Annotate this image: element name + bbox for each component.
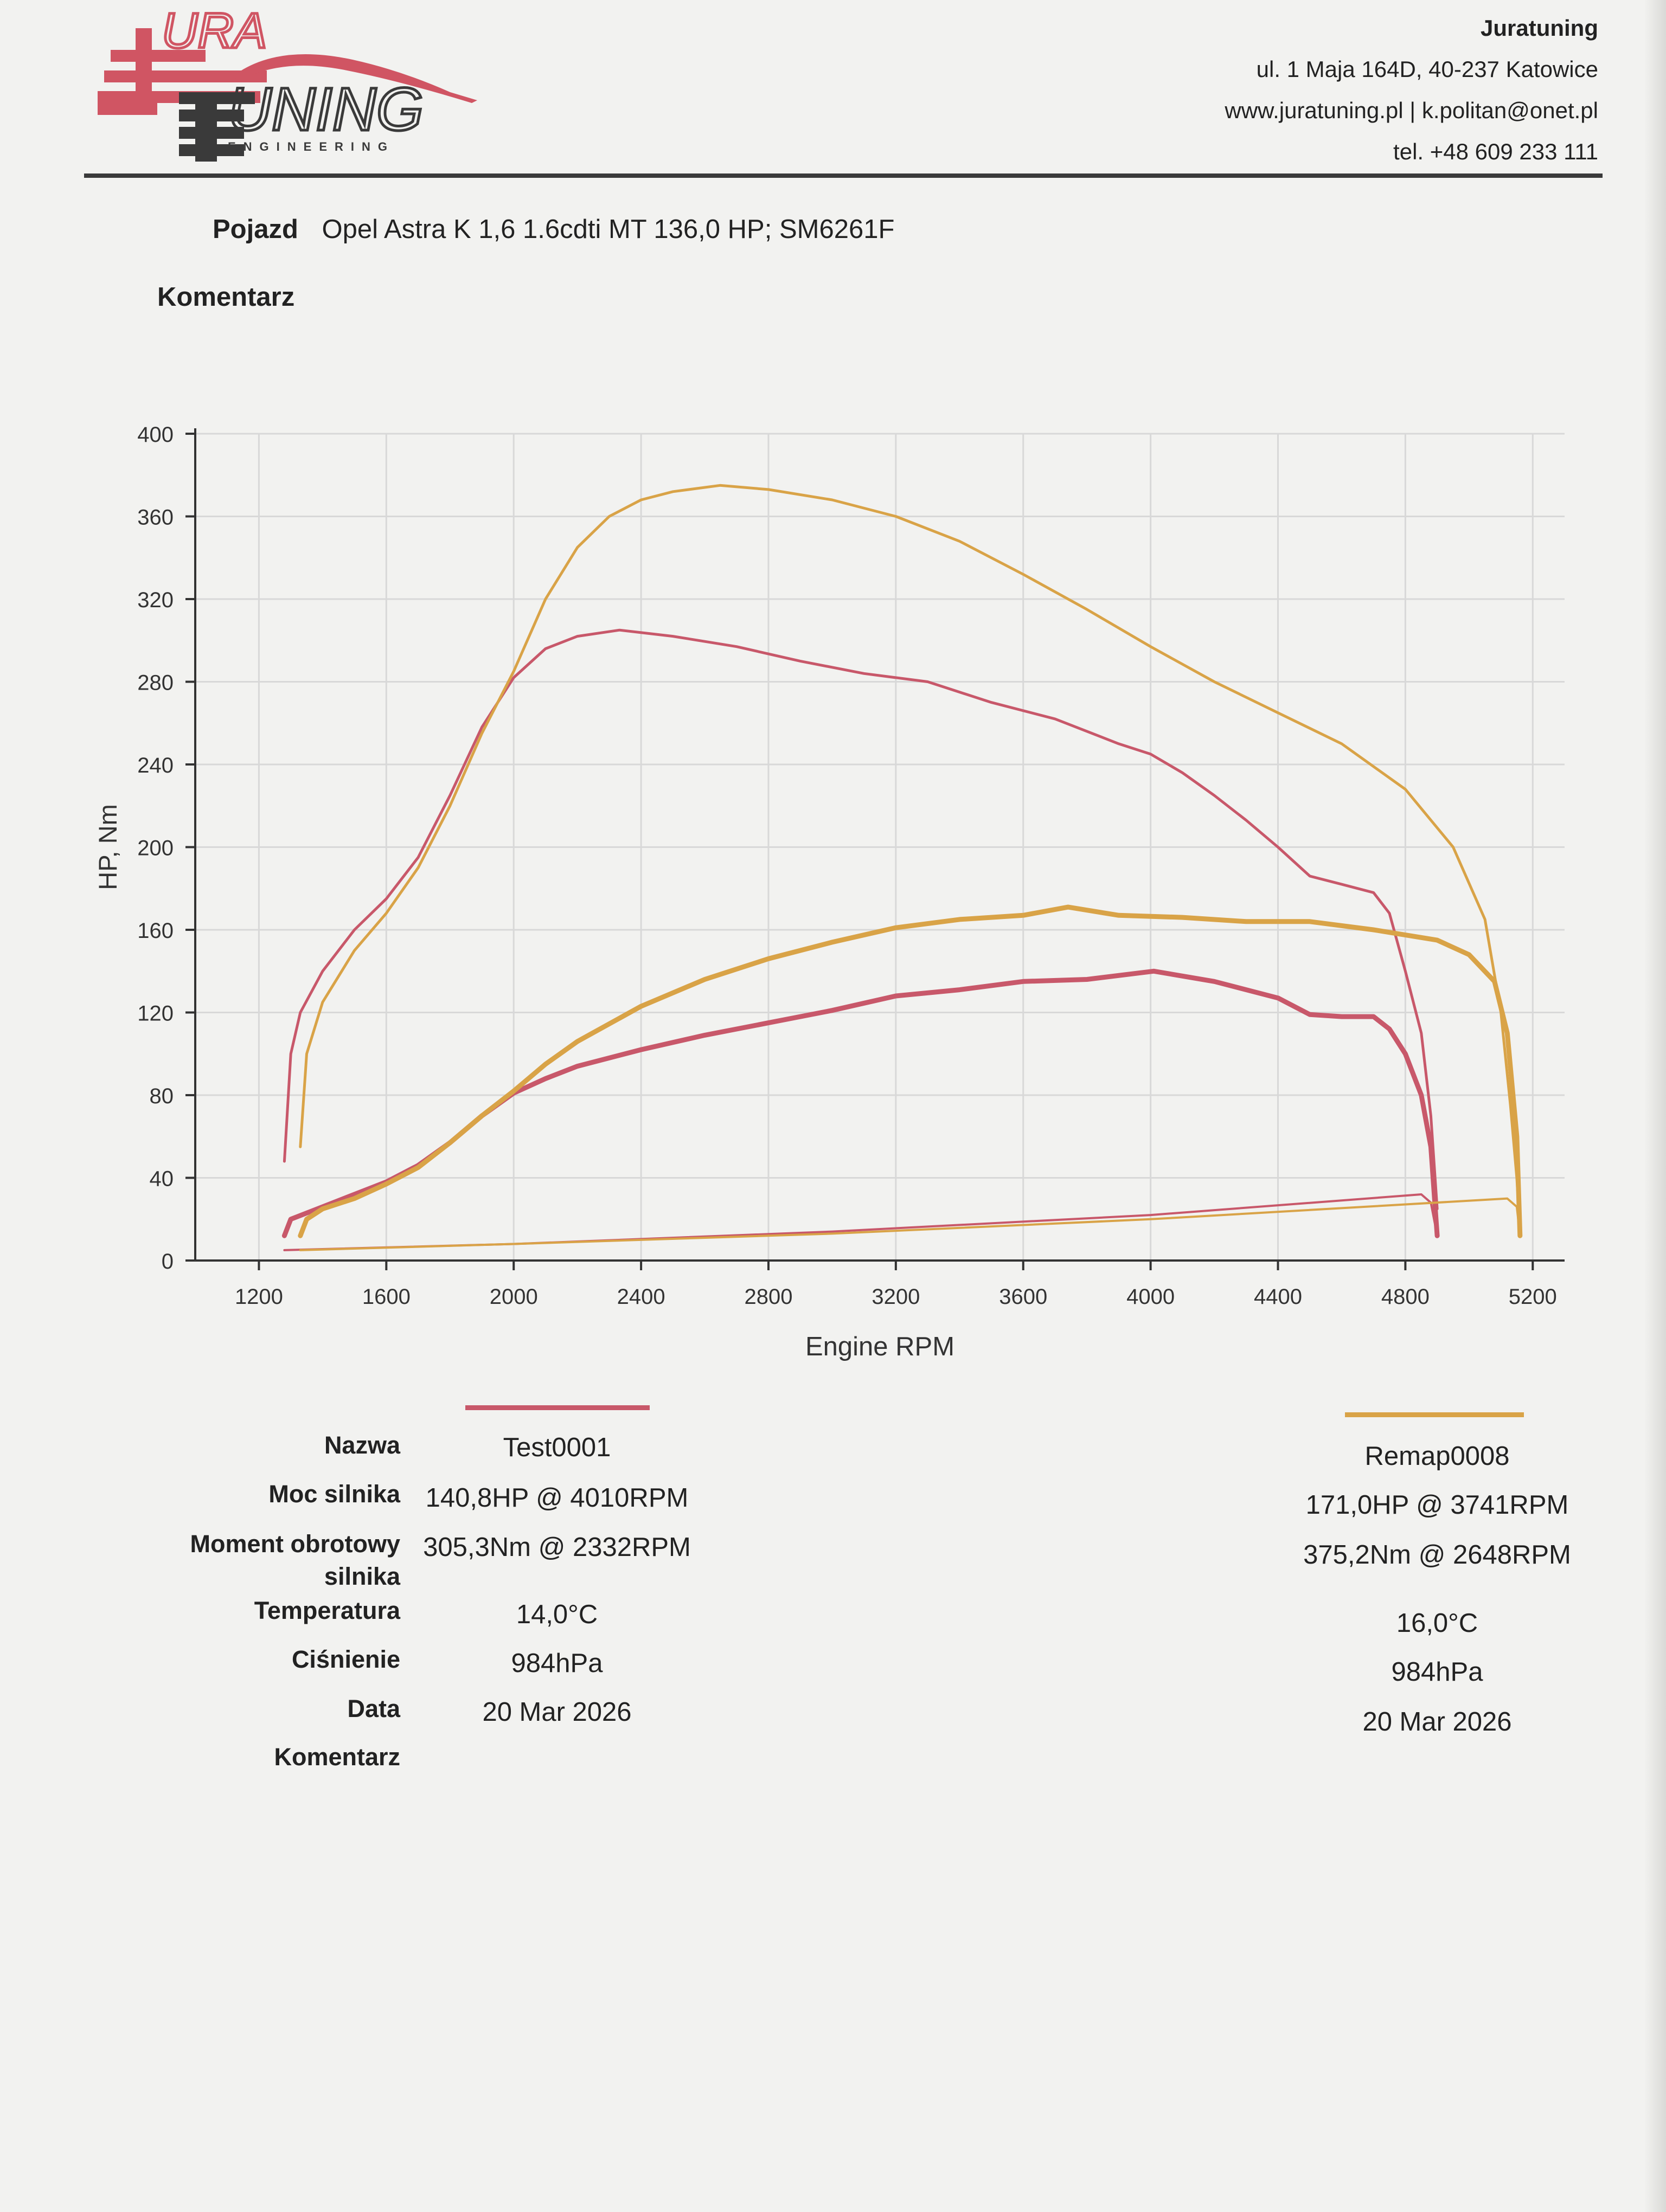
test-date: 20 Mar 2026 [482, 1697, 632, 1727]
y-tick-label: 0 [162, 1250, 174, 1274]
test-torque: 305,3Nm @ 2332RPM [423, 1533, 691, 1562]
company-info: Juratuning ul. 1 Maja 164D, 40-237 Katow… [1225, 8, 1598, 172]
label-power: Moc silnika [268, 1480, 400, 1508]
x-tick-label: 3600 [999, 1285, 1047, 1309]
remap-pressure: 984hPa [1391, 1657, 1483, 1687]
x-tick-label: 4400 [1254, 1285, 1302, 1309]
y-tick-label: 400 [137, 423, 174, 447]
vehicle-label: Pojazd [213, 215, 298, 244]
remap-temperature: 16,0°C [1396, 1609, 1478, 1638]
x-axis-label: Engine RPM [805, 1332, 954, 1361]
logo-top-text: URA [162, 11, 267, 59]
x-tick-label: 4000 [1126, 1285, 1175, 1309]
y-axis-label: HP, Nm [93, 804, 122, 890]
header-divider [84, 173, 1603, 178]
x-tick-label: 2000 [490, 1285, 538, 1309]
label-name: Nazwa [324, 1431, 400, 1459]
x-tick-label: 2400 [617, 1285, 665, 1309]
company-logo: URA UNING ENGINEERING [98, 11, 477, 162]
remap-torque: 375,2Nm @ 2648RPM [1303, 1540, 1571, 1570]
x-tick-label: 1600 [362, 1285, 411, 1309]
x-tick-label: 3200 [872, 1285, 920, 1309]
company-phone: tel. +48 609 233 111 [1393, 139, 1598, 164]
y-tick-label: 80 [150, 1084, 174, 1108]
test-temperature: 14,0°C [516, 1600, 598, 1629]
y-tick-label: 40 [150, 1167, 174, 1191]
y-tick-label: 160 [137, 919, 174, 943]
x-tick-label: 5200 [1509, 1285, 1557, 1309]
label-comment: Komentarz [274, 1743, 400, 1771]
series-torque-remap0008 [299, 484, 1522, 1231]
y-tick-label: 320 [137, 588, 174, 612]
company-address: ul. 1 Maja 164D, 40-237 Katowice [1256, 56, 1598, 82]
dyno-chart: 0 40 80 120 160 200 240 280 320 360 400 1200 1600 200… [93, 423, 1565, 1361]
logo-sub-text: ENGINEERING [228, 140, 395, 153]
x-tick-label: 4800 [1381, 1285, 1430, 1309]
logo-main-text: UNING [228, 75, 424, 143]
label-date: Data [347, 1695, 400, 1722]
label-temperature: Temperatura [254, 1597, 400, 1624]
page-edge-shadow [1644, 0, 1666, 2212]
legend-line-test [465, 1405, 650, 1410]
remap-power: 171,0HP @ 3741RPM [1305, 1490, 1569, 1520]
y-tick-label: 240 [137, 754, 174, 777]
comment-label: Komentarz [157, 282, 295, 312]
x-tick-label: 2800 [744, 1285, 792, 1309]
y-tick-label: 200 [137, 837, 174, 860]
series-power-test0001 [281, 968, 1440, 1238]
y-tick-label: 360 [137, 506, 174, 530]
remap-name: Remap0008 [1364, 1442, 1510, 1471]
x-tick-label: 1200 [235, 1285, 283, 1309]
test-power: 140,8HP @ 4010RPM [425, 1483, 689, 1513]
test-name: Test0001 [503, 1433, 611, 1462]
company-name: Juratuning [1481, 15, 1598, 41]
series-torque-test0001 [283, 628, 1439, 1211]
series-power-remap0008 [298, 904, 1523, 1238]
vehicle-value: Opel Astra K 1,6 1.6cdti MT 136,0 HP; SM… [322, 215, 895, 244]
label-torque: Moment obrotowy silnika [190, 1530, 400, 1590]
test-pressure: 984hPa [511, 1649, 603, 1678]
vehicle-row: Pojazd Opel Astra K 1,6 1.6cdti MT 136,0… [213, 214, 894, 245]
series-loss-remap0008 [299, 1197, 1521, 1251]
y-tick-label: 280 [137, 671, 174, 695]
remap-date: 20 Mar 2026 [1362, 1707, 1512, 1737]
company-web-email: www.juratuning.pl | k.politan@onet.pl [1225, 98, 1598, 123]
label-pressure: Ciśnienie [291, 1645, 400, 1673]
series-loss-test0001 [283, 1193, 1439, 1251]
legend-line-remap [1345, 1412, 1524, 1417]
y-tick-label: 120 [137, 1002, 174, 1026]
